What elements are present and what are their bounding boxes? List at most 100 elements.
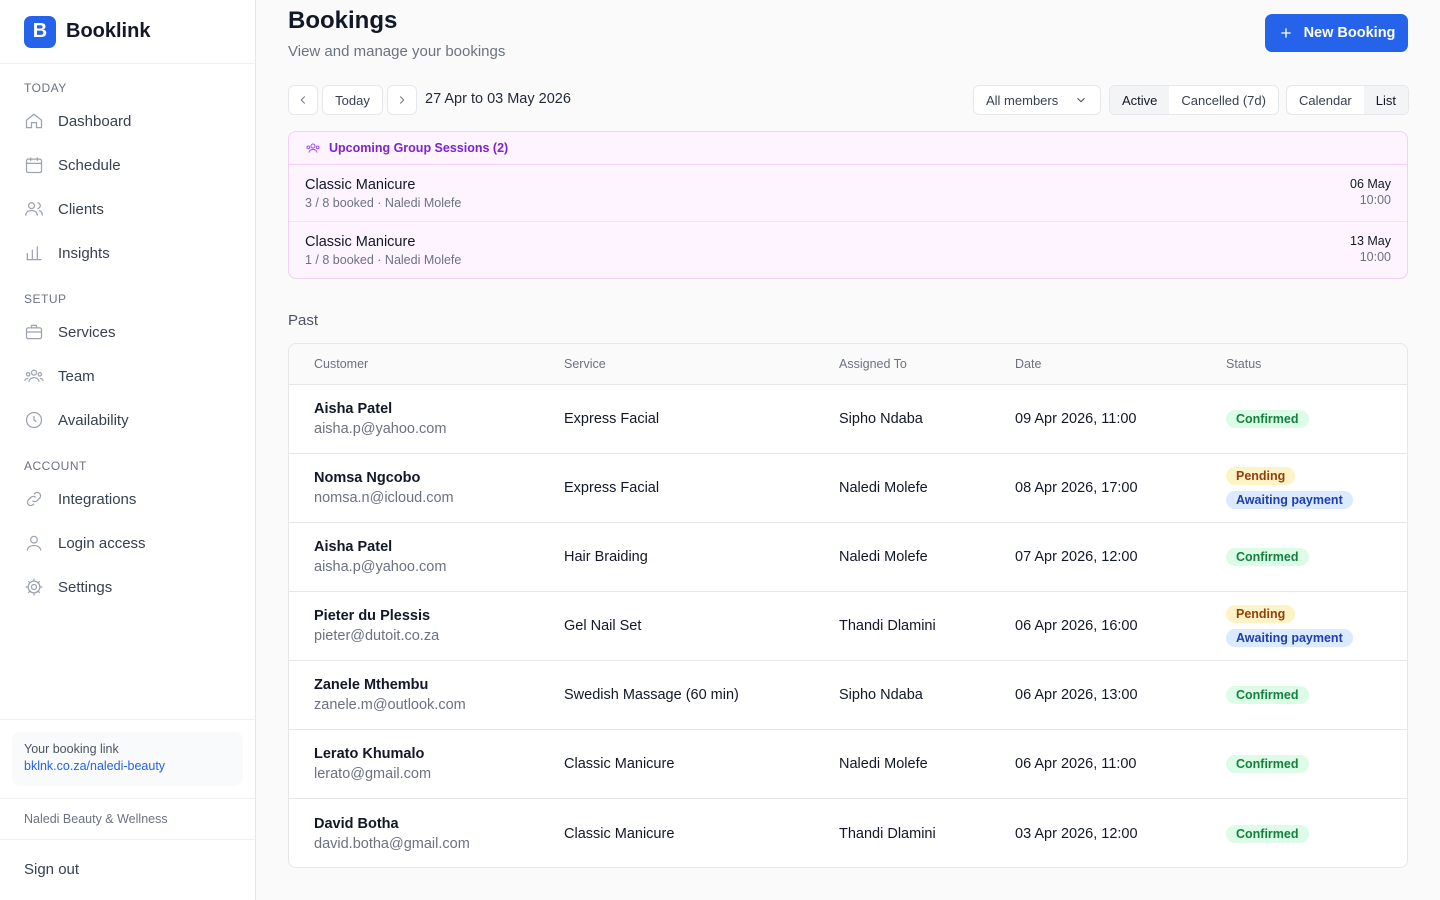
status-badge: Awaiting payment [1226,491,1353,509]
prev-button[interactable] [288,85,318,115]
icon-shape [26,491,42,507]
sign-out[interactable]: Sign out [24,861,80,878]
date: 09 Apr 2026, 11:00 [1015,411,1137,427]
table-row[interactable]: Nomsa Ngcobo nomsa.n@icloud.com Express Fa… [289,454,1407,523]
icon [24,369,44,382]
customer-name: Aisha Patel [314,401,393,417]
page-subtitle: View and manage your bookings [288,43,506,60]
customer-email: lerato@gmail.com [314,766,432,782]
new-booking-button[interactable]: New Booking [1265,14,1408,52]
customer-cell: Pieter du Plessis pieter@dutoit.co.za [314,608,439,644]
icon-shape [1077,97,1085,103]
customer-cell: Aisha Patel aisha.p@yahoo.com [314,539,446,575]
icon-shape [300,96,306,104]
status-badge: Pending [1226,605,1296,623]
nav-item[interactable]: Clients [0,187,255,231]
customer-email: aisha.p@yahoo.com [314,559,447,575]
table-row[interactable]: Zanele Mthembu zanele.m@outlook.com Swedis… [289,661,1407,730]
table-row[interactable]: David Botha david.botha@gmail.com Classic … [289,799,1407,867]
group-header: Upcoming Group Sessions (2) [289,132,1407,165]
icon [300,96,306,104]
service: Classic Manicure [564,825,675,842]
icon-shape [33,415,37,423]
members-label: All members [986,92,1059,108]
bookings-table: Customer Service Assigned To Date Status Aish… [288,343,1408,868]
date: 08 Apr 2026, 17:00 [1015,480,1138,496]
customer-email: david.botha@gmail.com [314,835,470,852]
customer-cell: David Botha david.botha@gmail.com [314,816,470,852]
nav-item[interactable]: Insights [0,231,255,275]
icon-shape [26,544,42,551]
divider [0,719,255,720]
icon [306,143,320,153]
today-button[interactable]: Today [322,85,383,115]
session-detail: 3 / 8 booked · Naledi Molefe [305,196,462,210]
status-cell: Confirmed [1226,683,1309,707]
group-session[interactable]: Classic Manicure 1 / 8 booked · Naledi Mo… [289,222,1407,278]
nav-item[interactable]: Login access [0,521,255,565]
icon-shape [24,377,44,382]
status-cell: Pending Awaiting payment [1226,464,1353,512]
icon-shape [37,372,43,377]
sidebar: B Booklink TODAY Dashboard Schedule Clients In… [0,0,256,900]
status-wrap: Confirmed [1226,545,1309,569]
booking-link-url[interactable]: bklnk.co.za/naledi-beauty [24,759,166,773]
icon-shape [399,96,405,104]
group-session[interactable]: Classic Manicure 3 / 8 booked · Naledi Mo… [289,165,1407,222]
view-tab[interactable]: Calendar [1299,92,1352,108]
customer-name: Nomsa Ngcobo [314,470,421,486]
icon-shape [26,246,42,261]
nav-item[interactable]: Integrations [0,477,255,521]
view-tabs: Calendar List [1286,85,1409,115]
icon [25,578,43,596]
table-row[interactable]: Aisha Patel aisha.p@yahoo.com Express Faci… [289,385,1407,454]
status-wrap: Confirmed [1226,407,1309,431]
icon-shape [310,143,316,149]
customer-cell: Nomsa Ngcobo nomsa.n@icloud.com [314,470,454,506]
icon-shape [25,372,31,377]
section-title: Past [288,312,319,329]
nav-item[interactable]: Availability [0,398,255,442]
session-when: 06 May 10:00 [1350,177,1391,207]
section-title: SETUP [24,292,67,306]
nav-label: Insights [58,244,110,262]
icon-shape [1280,28,1291,38]
column-header: Status [1226,357,1262,371]
nav-item[interactable]: Schedule [0,143,255,187]
status-wrap: Awaiting payment [1226,488,1353,512]
nav-item[interactable]: Team [0,354,255,398]
divider [0,839,255,840]
view-tab[interactable]: List [1363,86,1408,114]
icon [25,324,43,340]
status-tab[interactable]: Cancelled (7d) [1181,92,1266,108]
assigned-to: Thandi Dlamini [839,825,936,842]
next-button[interactable] [387,85,417,115]
icon [1077,97,1085,103]
group-sessions: Upcoming Group Sessions (2) Classic Manic… [288,131,1408,279]
nav-item[interactable]: Dashboard [0,99,255,143]
icon [25,113,43,129]
icon-shape [30,369,38,376]
nav-item[interactable]: Services [0,310,255,354]
nav-label: Integrations [58,490,137,508]
status-cell: Pending Awaiting payment [1226,602,1353,650]
icon-shape [27,580,41,594]
nav-label: Schedule [58,156,121,174]
icon [399,96,405,104]
status-wrap: Confirmed [1226,822,1309,846]
table-row[interactable]: Lerato Khumalo lerato@gmail.com Classic Ma… [289,730,1407,799]
nav-item[interactable]: Settings [0,565,255,609]
button-label: New Booking [1303,25,1396,41]
assigned-to: Sipho Ndaba [839,411,923,427]
nav-label: Services [58,323,116,341]
service: Express Facial [564,480,660,496]
table-row[interactable]: Pieter du Plessis pieter@dutoit.co.za Gel … [289,592,1407,661]
nav-label: Clients [58,200,104,218]
service: Express Facial [564,411,660,427]
section-title: TODAY [24,81,67,95]
members-select[interactable]: All members [973,85,1101,115]
status-tab[interactable]: Active [1110,86,1170,114]
status-wrap: Confirmed [1226,752,1309,776]
status-cell: Confirmed [1226,545,1309,569]
table-row[interactable]: Aisha Patel aisha.p@yahoo.com Hair Braidin… [289,523,1407,592]
